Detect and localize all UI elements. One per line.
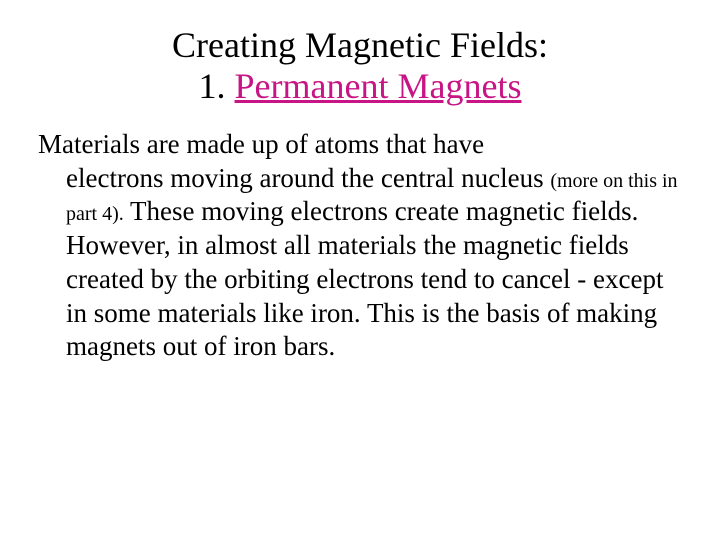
title-number: 1. [199,66,235,106]
slide-title-block: Creating Magnetic Fields: 1. Permanent M… [30,25,690,108]
body-first-line: Materials are made up of atoms that have [38,128,682,162]
body-paragraph: Materials are made up of atoms that have… [30,128,690,364]
title-line-2: 1. Permanent Magnets [30,66,690,107]
body-part-1: electrons moving around the central nucl… [66,163,550,193]
body-indent-block: electrons moving around the central nucl… [38,162,682,365]
body-part-2: These moving electrons create magnetic f… [66,196,663,361]
title-subtitle: Permanent Magnets [235,66,522,106]
title-line-1: Creating Magnetic Fields: [30,25,690,66]
